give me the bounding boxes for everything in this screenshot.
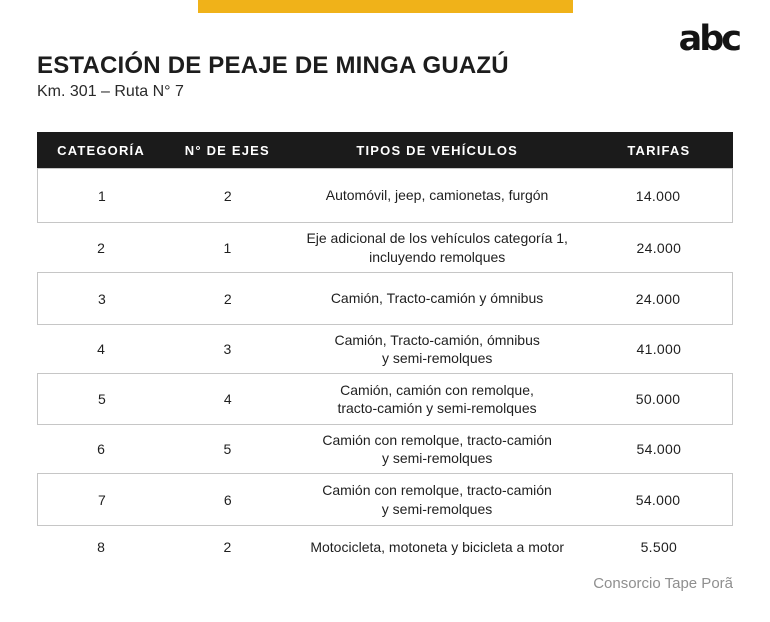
cell-ejes: 5 bbox=[223, 441, 232, 457]
cell-categoria: 8 bbox=[97, 539, 105, 555]
table-row: 2 1 Eje adicional de los vehículos categ… bbox=[37, 223, 733, 272]
top-accent-bar bbox=[198, 0, 573, 13]
column-header-tarifas: TARIFAS bbox=[627, 142, 691, 158]
cell-tipos: Camión, camión con remolque, tracto-cami… bbox=[337, 381, 537, 416]
table-body: 1 2 Automóvil, jeep, camionetas, furgón … bbox=[37, 168, 733, 568]
cell-ejes: 3 bbox=[223, 341, 232, 357]
cell-ejes: 2 bbox=[223, 290, 232, 307]
cell-tipos: Automóvil, jeep, camionetas, furgón bbox=[325, 187, 549, 204]
cell-tipos: Eje adicional de los vehículos categoría… bbox=[306, 230, 568, 265]
cell-tarifa: 5.500 bbox=[640, 539, 678, 555]
toll-rates-table: CATEGORÍA N° DE EJES TIPOS DE VEHÍCULOS … bbox=[37, 132, 733, 568]
cell-categoria: 2 bbox=[97, 239, 105, 256]
cell-tarifa: 24.000 bbox=[636, 239, 682, 256]
cell-ejes: 4 bbox=[223, 391, 232, 407]
cell-tipos: Camión con remolque, tracto-camión y sem… bbox=[322, 431, 552, 466]
cell-categoria: 3 bbox=[97, 290, 106, 307]
cell-categoria: 4 bbox=[97, 341, 105, 357]
column-header-ejes: N° DE EJES bbox=[184, 142, 270, 158]
cell-categoria: 6 bbox=[97, 441, 105, 457]
table-row: 8 2 Motocicleta, motoneta y bicicleta a … bbox=[37, 526, 733, 568]
column-header-tipos: TIPOS DE VEHÍCULOS bbox=[356, 142, 519, 158]
page-title: ESTACIÓN DE PEAJE DE MINGA GUAZÚ bbox=[37, 52, 509, 79]
source-credit: Consorcio Tape Porã bbox=[593, 575, 733, 592]
cell-tarifa: 24.000 bbox=[635, 290, 681, 307]
cell-tarifa: 14.000 bbox=[635, 187, 681, 204]
cell-tipos: Camión, Tracto-camión y ómnibus bbox=[330, 290, 544, 307]
cell-ejes: 6 bbox=[223, 491, 232, 508]
cell-tipos: Motocicleta, motoneta y bicicleta a moto… bbox=[310, 538, 565, 555]
cell-categoria: 5 bbox=[97, 391, 106, 407]
cell-tarifa: 54.000 bbox=[635, 491, 681, 508]
cell-categoria: 1 bbox=[97, 187, 106, 204]
table-header-row: CATEGORÍA N° DE EJES TIPOS DE VEHÍCULOS … bbox=[37, 132, 733, 168]
cell-tipos: Camión, Tracto-camión, ómnibus y semi-re… bbox=[334, 331, 540, 366]
table-row: 5 4 Camión, camión con remolque, tracto-… bbox=[37, 373, 733, 425]
cell-tarifa: 50.000 bbox=[635, 391, 681, 407]
cell-tarifa: 41.000 bbox=[636, 341, 682, 357]
abc-logo: abc bbox=[678, 19, 742, 59]
cell-ejes: 1 bbox=[223, 239, 232, 256]
cell-ejes: 2 bbox=[223, 187, 232, 204]
table-row: 4 3 Camión, Tracto-camión, ómnibus y sem… bbox=[37, 325, 733, 373]
cell-categoria: 7 bbox=[97, 491, 106, 508]
table-row: 3 2 Camión, Tracto-camión y ómnibus 24.0… bbox=[37, 272, 733, 325]
page-subtitle: Km. 301 – Ruta N° 7 bbox=[37, 83, 184, 100]
cell-tipos: Camión con remolque, tracto-camión y sem… bbox=[322, 482, 552, 517]
table-row: 6 5 Camión con remolque, tracto-camión y… bbox=[37, 425, 733, 473]
cell-ejes: 2 bbox=[223, 539, 232, 555]
cell-tarifa: 54.000 bbox=[636, 441, 682, 457]
table-row: 1 2 Automóvil, jeep, camionetas, furgón … bbox=[37, 168, 733, 223]
table-row: 7 6 Camión con remolque, tracto-camión y… bbox=[37, 473, 733, 526]
column-header-categoria: CATEGORÍA bbox=[57, 142, 145, 158]
